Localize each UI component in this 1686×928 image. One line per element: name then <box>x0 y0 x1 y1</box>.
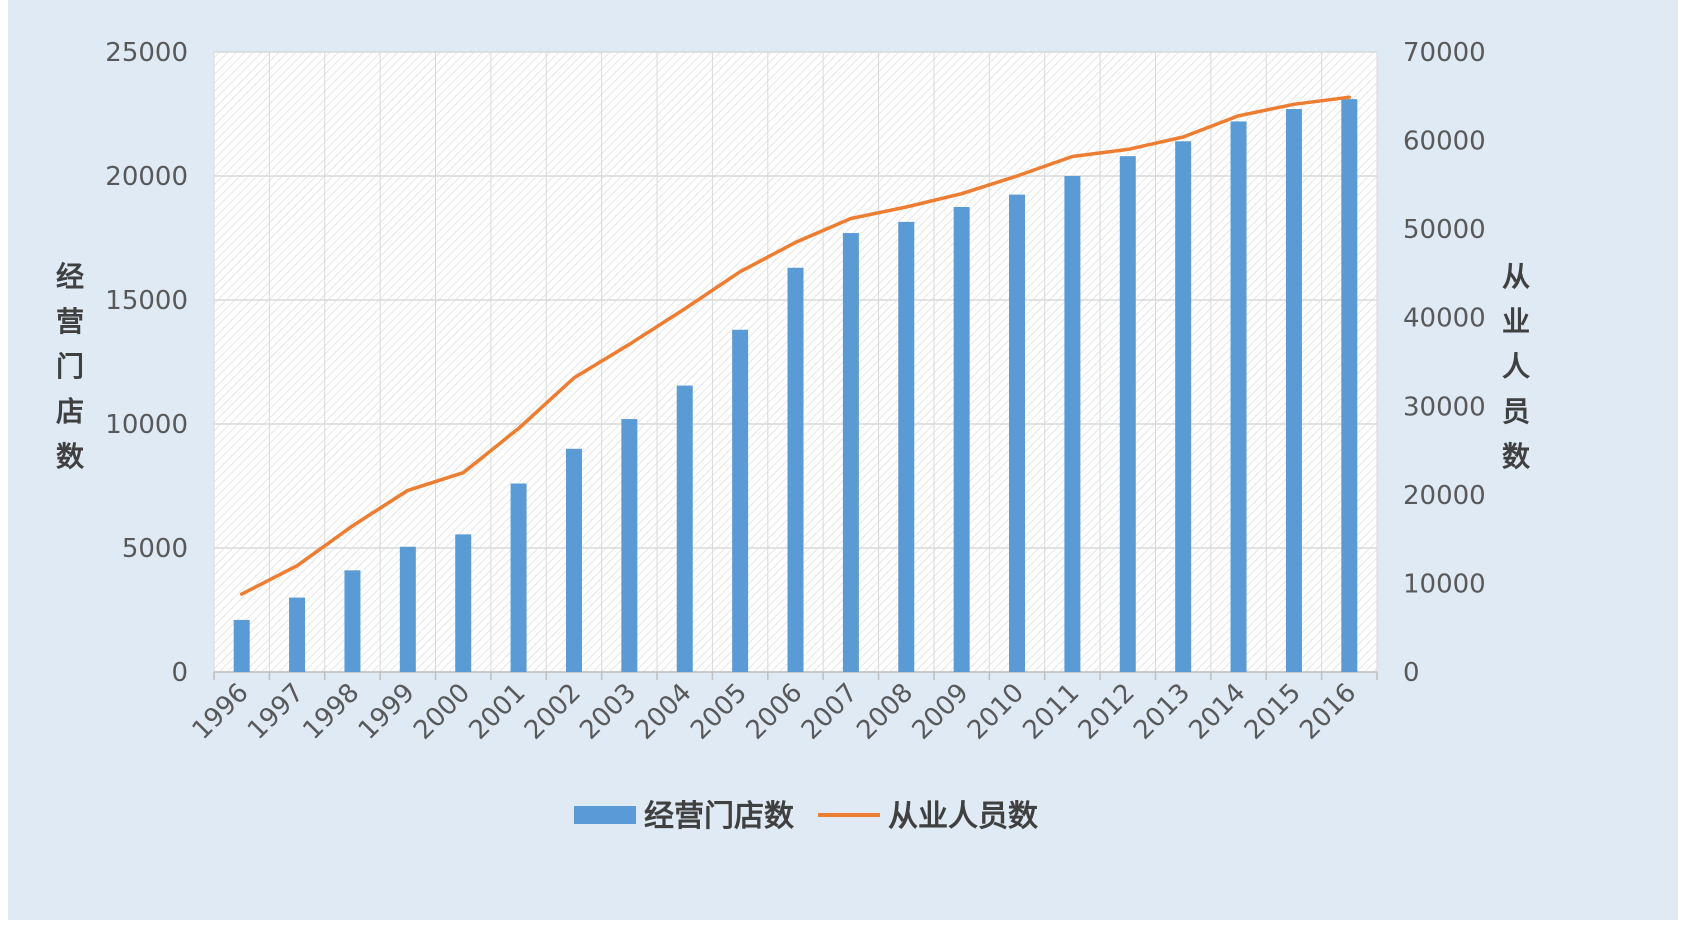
x-tick-label: 2000 <box>408 678 476 746</box>
x-tick-label: 2010 <box>962 678 1030 746</box>
x-tick-label: 2012 <box>1073 678 1141 746</box>
bar-2014 <box>1230 121 1247 672</box>
bar-2008 <box>898 221 915 672</box>
x-tick-label: 1997 <box>242 678 310 746</box>
left-tick-label: 0 <box>171 658 188 688</box>
x-tick-label: 2016 <box>1294 678 1362 746</box>
left-tick-label: 20000 <box>105 162 188 192</box>
x-tick-label: 2015 <box>1239 678 1307 746</box>
left-tick-label: 15000 <box>105 286 188 316</box>
bar-2006 <box>787 267 804 672</box>
chart-container: 0 5000 10000 15000 20000 25000 0 10000 20000 300… <box>8 0 1678 920</box>
left-tick-label: 5000 <box>122 534 188 564</box>
left-tick-label: 10000 <box>105 410 188 440</box>
legend-item-bar: 经营门店数 <box>574 799 795 834</box>
x-tick-label: 2007 <box>796 678 864 746</box>
bar-2016 <box>1341 99 1358 673</box>
bar-2000 <box>455 534 472 672</box>
x-tick-label: 2002 <box>519 678 587 746</box>
bar-1999 <box>399 546 416 672</box>
bar-2005 <box>732 329 749 672</box>
right-axis-ticks: 0 10000 20000 30000 40000 50000 60000 70000 <box>1403 38 1486 688</box>
bar-2009 <box>953 207 970 672</box>
x-tick-label: 2003 <box>574 678 642 746</box>
bar-2004 <box>676 385 693 672</box>
legend-item-line: 从业人员数 <box>818 799 1039 834</box>
line-series <box>239 95 1352 596</box>
axis-title-char: 经 <box>56 260 84 293</box>
left-axis-ticks: 0 5000 10000 15000 20000 25000 <box>105 38 188 688</box>
bar-2002 <box>565 448 582 672</box>
x-tick-label: 2009 <box>907 678 975 746</box>
right-tick-label: 0 <box>1403 658 1420 688</box>
x-tick-label: 2004 <box>630 678 698 746</box>
right-axis-title: 从业人员数 <box>1502 260 1531 473</box>
x-tick-label: 2013 <box>1128 678 1196 746</box>
axis-title-char: 数 <box>56 440 85 473</box>
axis-title-char: 人 <box>1502 350 1530 383</box>
bar-1997 <box>289 597 306 672</box>
x-tick-label: 2008 <box>851 678 919 746</box>
legend-swatch-bar <box>574 806 636 824</box>
bar-2010 <box>1009 194 1026 672</box>
axis-title-char: 数 <box>1502 440 1531 473</box>
x-tick-label: 2001 <box>464 678 532 746</box>
bar-2001 <box>510 483 527 672</box>
bar-1998 <box>344 570 361 672</box>
left-tick-label: 25000 <box>105 38 188 68</box>
x-tick-label: 2006 <box>740 678 808 746</box>
right-tick-label: 50000 <box>1403 215 1486 245</box>
x-tick-label: 1999 <box>353 678 421 746</box>
bar-2003 <box>621 419 638 672</box>
axis-title-char: 员 <box>1502 395 1530 428</box>
x-tick-label: 2011 <box>1017 678 1085 746</box>
right-tick-label: 10000 <box>1403 569 1486 599</box>
axis-title-char: 业 <box>1502 305 1530 338</box>
bar-2007 <box>842 233 859 673</box>
left-axis-title: 经营门店数 <box>56 260 85 473</box>
right-tick-label: 70000 <box>1403 38 1486 68</box>
x-axis-ticks: 1996199719981999200020012002200320042005… <box>187 678 1363 746</box>
bar-2012 <box>1119 156 1136 672</box>
x-tick-label: 2005 <box>685 678 753 746</box>
right-tick-label: 40000 <box>1403 304 1486 334</box>
legend: 经营门店数 从业人员数 <box>574 799 1039 834</box>
x-tick-label: 2014 <box>1183 678 1251 746</box>
bar-1996 <box>233 619 250 672</box>
x-tick-label: 1998 <box>297 678 365 746</box>
right-tick-label: 20000 <box>1403 481 1486 511</box>
x-tick-label: 1996 <box>187 678 255 746</box>
axis-title-char: 店 <box>56 395 84 428</box>
axis-title-char: 门 <box>56 350 84 383</box>
axis-title-char: 从 <box>1502 260 1530 293</box>
bar-series <box>233 99 1358 673</box>
combo-chart: 0 5000 10000 15000 20000 25000 0 10000 20000 300… <box>56 38 1531 834</box>
bar-2015 <box>1285 109 1302 673</box>
right-tick-label: 60000 <box>1403 127 1486 157</box>
axis-title-char: 营 <box>56 305 84 338</box>
right-tick-label: 30000 <box>1403 392 1486 422</box>
bar-2011 <box>1064 176 1081 672</box>
legend-label-line: 从业人员数 <box>888 799 1039 834</box>
legend-label-bar: 经营门店数 <box>644 799 795 834</box>
bar-2013 <box>1175 141 1192 672</box>
